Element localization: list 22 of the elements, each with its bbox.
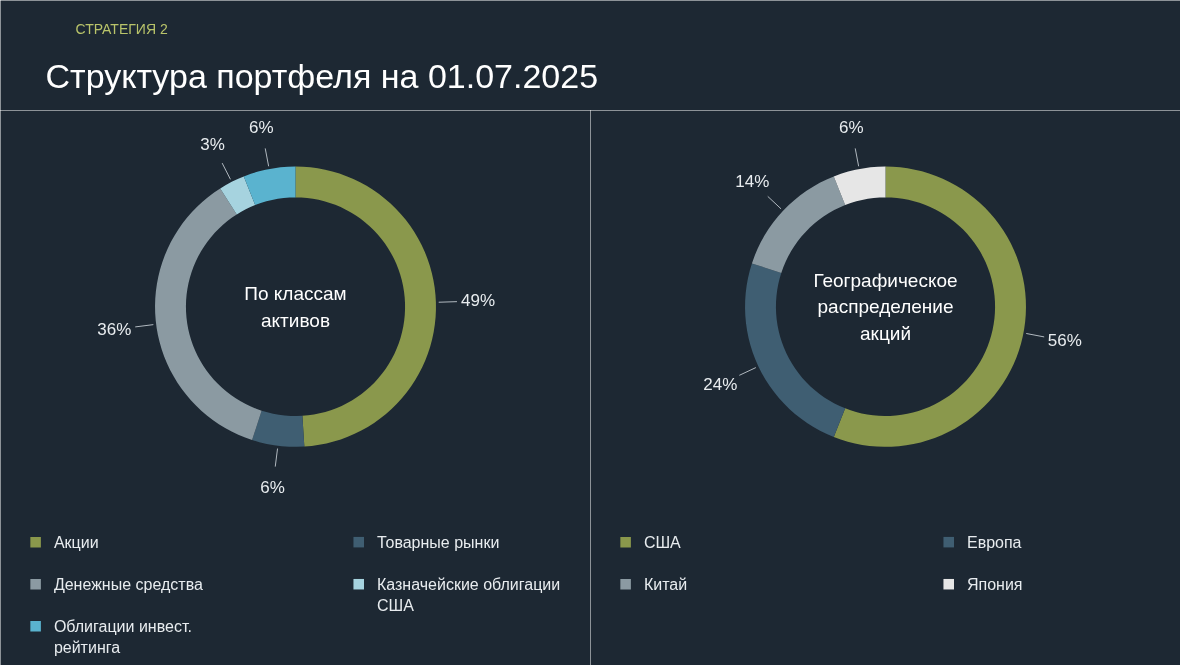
legend-label: Денежные средства	[53, 575, 203, 593]
legend-label: Казначейские облигации США	[376, 575, 561, 614]
text: Географическое распределение акций	[813, 269, 958, 344]
legend-label: Товарные рынки	[376, 533, 500, 551]
legend-label: Акции	[53, 533, 99, 551]
chart-title: Структура портфеля на 01.07.2025	[45, 56, 599, 95]
legend-label: Китай	[643, 575, 688, 593]
data-label: 49%	[461, 291, 496, 311]
data-label: 56%	[1047, 331, 1082, 351]
data-label: 36%	[97, 320, 132, 340]
data-label: 3%	[200, 134, 225, 154]
legend-label: США	[643, 533, 682, 551]
legend-label: Япония	[966, 575, 1023, 593]
chart-subtitle: СТРАТЕГИЯ 2	[75, 20, 168, 37]
text: По классам активов	[244, 282, 347, 331]
data-label: 6%	[260, 477, 285, 497]
legend-label: Европа	[966, 533, 1022, 551]
data-label: 24%	[703, 374, 738, 394]
data-label: 6%	[839, 118, 864, 138]
data-label: 6%	[249, 118, 274, 138]
data-label: 14%	[735, 172, 770, 192]
legend-label: Облигации инвест. рейтинга	[53, 617, 192, 656]
